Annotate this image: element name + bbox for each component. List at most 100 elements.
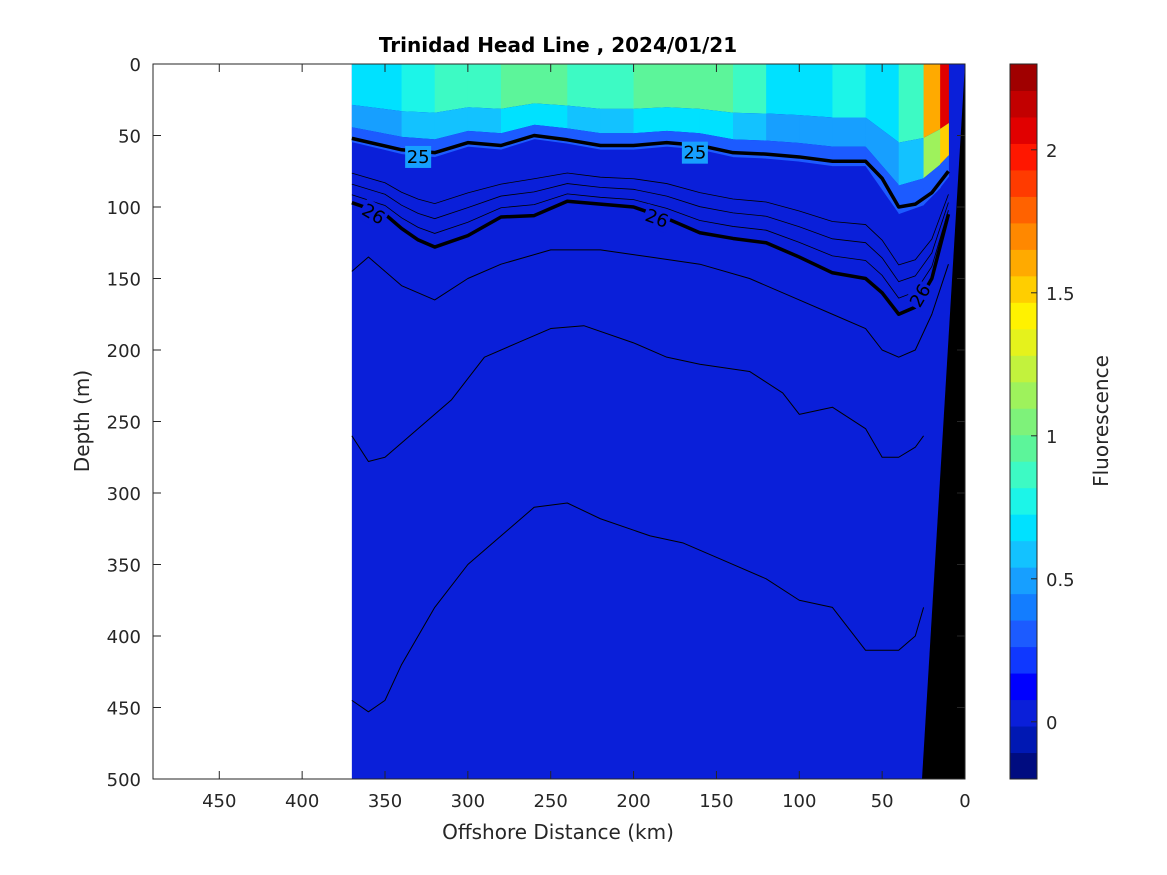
- colorbar-swatch: [1010, 64, 1037, 91]
- x-tick-label: 200: [616, 791, 650, 812]
- colorbar-tick-label: 1: [1046, 427, 1057, 448]
- subsurface-fluorescence-cell: [733, 112, 767, 141]
- subsurface-fluorescence-cell: [434, 107, 469, 140]
- subsurface-fluorescence-cell: [567, 105, 601, 134]
- surface-fluorescence-cell: [467, 64, 502, 109]
- y-tick-label: 150: [107, 270, 141, 291]
- subsurface-fluorescence-cell: [401, 111, 436, 140]
- subsurface-fluorescence-cell: [501, 103, 535, 134]
- subsurface-fluorescence-cell: [467, 107, 502, 134]
- surface-fluorescence-cell: [600, 64, 635, 109]
- colorbar-swatch: [1010, 222, 1037, 250]
- colorbar-swatch: [1010, 487, 1037, 515]
- colorbar-swatch: [1010, 593, 1037, 621]
- surface-fluorescence-cell: [633, 64, 668, 109]
- y-tick-label: 350: [107, 556, 141, 577]
- contour-label-gap: [356, 198, 391, 231]
- density-contour-line: [351, 172, 949, 266]
- subsurface-fluorescence-cell: [940, 122, 949, 165]
- surface-fluorescence-cell: [865, 64, 900, 143]
- x-tick-label: 350: [368, 791, 402, 812]
- surface-fluorescence-cell: [699, 64, 734, 113]
- subsurface-fluorescence-cell: [832, 117, 867, 147]
- colorbar-title: Fluorescence: [1089, 355, 1113, 487]
- colorbar-frame: [1009, 63, 1038, 780]
- x-tick-label: 100: [782, 791, 816, 812]
- subsurface-fluorescence-cell: [699, 108, 734, 140]
- colorbar-tick-label: 1.5: [1046, 284, 1075, 305]
- subsurface-fluorescence-cell: [600, 108, 635, 134]
- y-tick-label: 500: [107, 770, 141, 791]
- subsurface-fluorescence-cell: [766, 113, 800, 144]
- contour-label-gap: [405, 145, 432, 168]
- contour-label-gap: [640, 203, 673, 234]
- surface-fluorescence-cell: [940, 64, 949, 129]
- density-contour-line: [351, 502, 925, 713]
- x-tick-label: 150: [699, 791, 733, 812]
- subsurface-fluorescence-cell: [351, 104, 403, 137]
- surface-fluorescence-cell: [401, 64, 436, 113]
- surface-fluorescence-cell: [351, 64, 403, 112]
- y-tick-label: 200: [107, 341, 141, 362]
- transition-fluorescence-cell: [832, 146, 867, 167]
- surface-fluorescence-cell: [832, 64, 867, 118]
- density-contour-line: [351, 249, 949, 358]
- colorbar-swatch: [1010, 540, 1037, 568]
- transition-fluorescence-cell: [733, 139, 767, 159]
- colorbar-swatch: [1010, 275, 1037, 303]
- subsurface-fluorescence-cell: [799, 115, 833, 147]
- surface-fluorescence-cell: [666, 64, 701, 109]
- y-tick-label: 300: [107, 484, 141, 505]
- x-tick-label: 0: [959, 791, 970, 812]
- surface-fluorescence-cell: [898, 64, 925, 143]
- colorbar-tick-label: 0: [1046, 713, 1057, 734]
- density-contour-line: [351, 183, 949, 283]
- colorbar-swatch: [1010, 434, 1037, 462]
- colorbar-swatch: [1010, 169, 1037, 197]
- y-tick-label: 0: [130, 55, 141, 76]
- y-tick-label: 450: [107, 699, 141, 720]
- y-axis: 0 50 100 150 200 250 300 350 400 450 500: [107, 55, 965, 791]
- surface-fluorescence-cell: [923, 64, 941, 138]
- seafloor-bathymetry: [922, 64, 965, 779]
- colorbar-swatch: [1010, 673, 1037, 701]
- deep-water-fill: [351, 64, 965, 779]
- y-tick-label: 50: [118, 127, 141, 148]
- fluorescence-field: [351, 64, 965, 779]
- x-tick-label: 450: [202, 791, 236, 812]
- surface-fluorescence-cell: [434, 64, 469, 113]
- y-axis-title: Depth (m): [70, 370, 94, 472]
- colorbar-swatch: [1010, 302, 1037, 330]
- colorbar-swatch: [1010, 328, 1037, 356]
- chart-title: Trinidad Head Line , 2024/01/21: [379, 33, 737, 57]
- contour-label-gap: [904, 278, 937, 313]
- y-tick-label: 100: [107, 198, 141, 219]
- subsurface-fluorescence-cell: [666, 107, 701, 134]
- subsurface-fluorescence-cell: [898, 137, 925, 186]
- subsurface-fluorescence-cell: [865, 117, 900, 186]
- density-contour-line: [351, 193, 949, 299]
- y-tick-label: 400: [107, 627, 141, 648]
- colorbar-swatch: [1010, 461, 1037, 489]
- x-tick-label: 250: [534, 791, 568, 812]
- contour-label-gap: [681, 141, 708, 164]
- x-axis: 450 400 350 300 250 200 150 100 50 0: [202, 64, 971, 812]
- colorbar-swatch: [1010, 355, 1037, 383]
- colorbar-swatch: [1010, 196, 1037, 224]
- x-tick-label: 50: [871, 791, 894, 812]
- surface-fluorescence-cell: [534, 64, 568, 106]
- colorbar-swatch: [1010, 646, 1037, 674]
- colorbar-swatch: [1010, 514, 1037, 542]
- transition-fluorescence-cell: [766, 140, 800, 162]
- surface-fluorescence-cell: [799, 64, 833, 118]
- surface-fluorescence-cell: [766, 64, 800, 116]
- colorbar-swatch: [1010, 408, 1037, 436]
- colorbar-swatch: [1010, 381, 1037, 409]
- colorbar-swatch: [1010, 567, 1037, 595]
- colorbar-swatch: [1010, 249, 1037, 277]
- colorbar-swatch: [1010, 752, 1037, 780]
- y-tick-label: 250: [107, 413, 141, 434]
- x-tick-label: 400: [285, 791, 319, 812]
